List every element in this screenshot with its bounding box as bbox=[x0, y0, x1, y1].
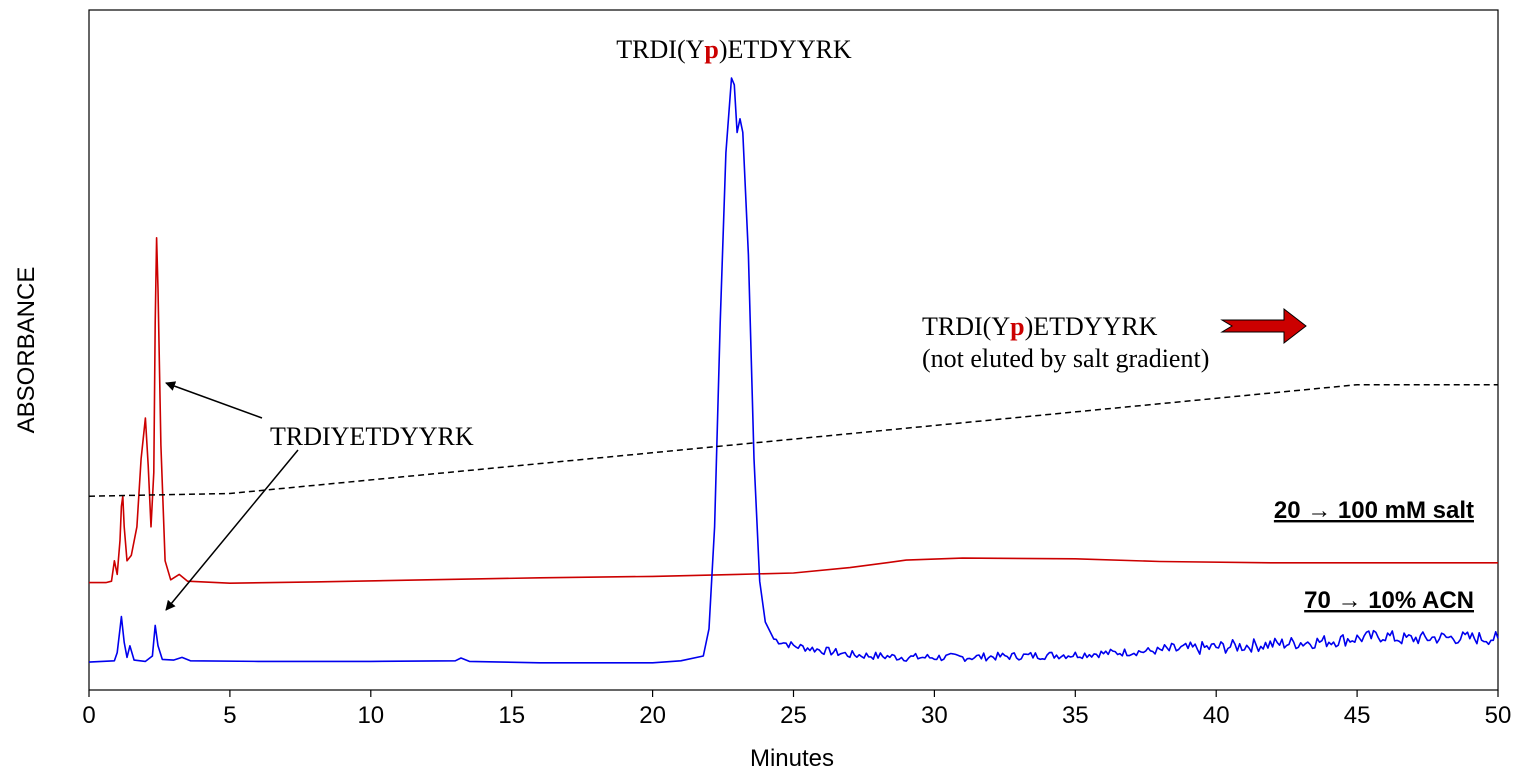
x-tick-label: 40 bbox=[1203, 702, 1230, 729]
x-tick-label: 50 bbox=[1485, 702, 1512, 729]
acn-gradient-baseline-trace bbox=[88, 77, 1499, 664]
retained-label-suffix: )ETDYYRK bbox=[1025, 312, 1158, 341]
phospho-peak-label: TRDI(Yp)ETDYYRK bbox=[616, 35, 852, 64]
salt-gradient-label: 20 → 100 mM salt bbox=[1274, 497, 1474, 524]
unphosphorylated-peptide-label: TRDIYETDYYRK bbox=[270, 422, 474, 451]
phospho-peak-label-suffix: )ETDYYRK bbox=[719, 35, 852, 64]
x-tick-label: 45 bbox=[1344, 702, 1371, 729]
x-tick-label: 20 bbox=[639, 702, 666, 729]
phospho-peak-label-prefix: TRDI(Y bbox=[616, 35, 704, 64]
phospho-peak-label-p: p bbox=[704, 35, 718, 64]
x-tick-label: 15 bbox=[498, 702, 525, 729]
unphos-arrow-to-salt-peak bbox=[165, 381, 263, 419]
retained-peptide-note: (not eluted by salt gradient) bbox=[922, 344, 1209, 373]
x-axis-label: Minutes bbox=[750, 745, 834, 772]
retained-label-p: p bbox=[1010, 312, 1024, 341]
unphos-arrow-to-acn-peak bbox=[165, 449, 299, 611]
plot-area-frame bbox=[88, 9, 1499, 691]
x-tick-label: 5 bbox=[223, 702, 236, 729]
retained-peptide-label: TRDI(Yp)ETDYYRK bbox=[922, 312, 1158, 341]
gradient-program-trace bbox=[88, 383, 1498, 497]
x-tick-label: 30 bbox=[921, 702, 948, 729]
retained-label-prefix: TRDI(Y bbox=[922, 312, 1010, 341]
retained-direction-arrow-icon bbox=[1220, 307, 1307, 345]
acn-gradient-label: 70 → 10% ACN bbox=[1304, 587, 1474, 614]
salt-gradient-baseline-trace bbox=[89, 237, 1498, 584]
x-tick-label: 0 bbox=[82, 702, 95, 729]
x-tick-label: 10 bbox=[357, 702, 384, 729]
x-tick-label: 25 bbox=[780, 702, 807, 729]
x-tick-label: 35 bbox=[1062, 702, 1089, 729]
y-axis-label: ABSORBANCE bbox=[13, 267, 40, 434]
